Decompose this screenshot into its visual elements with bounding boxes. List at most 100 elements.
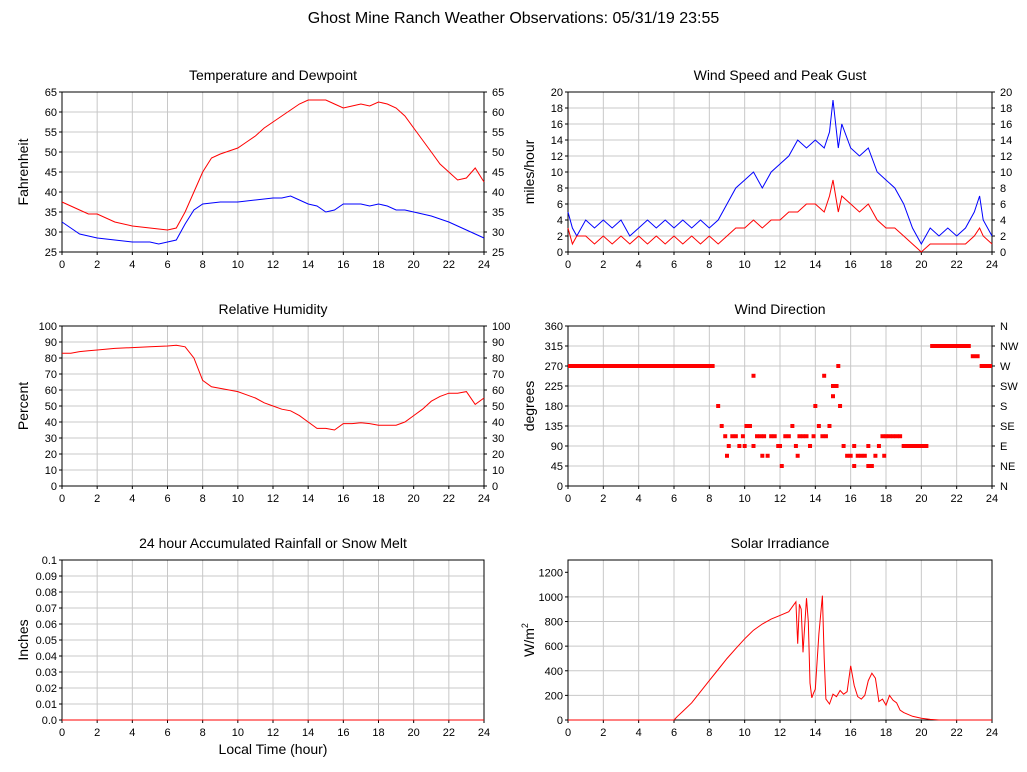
humidity-xtick-label: 10 (232, 493, 244, 505)
wind-direction-xtick-label: 14 (809, 493, 821, 505)
rainfall-xtick-label: 22 (443, 727, 455, 739)
temperature-rtick-label: 60 (492, 107, 504, 119)
solar-xtick-label: 10 (739, 727, 751, 739)
wind-speed-ytick-label: 2 (557, 231, 563, 243)
wind-speed-ytick-label: 16 (551, 119, 563, 131)
humidity-rtick-label: 0 (492, 481, 498, 493)
wind-direction-ytick-label: 360 (545, 321, 563, 333)
humidity-xtick-label: 20 (408, 493, 420, 505)
rainfall-xtick-label: 12 (267, 727, 279, 739)
wind-direction-point (866, 464, 871, 468)
rainfall-ytick-label: 0.04 (36, 651, 57, 663)
wind-direction-point (716, 404, 721, 408)
wind-direction-point (869, 464, 874, 468)
wind-speed-ytick-label: 8 (557, 183, 563, 195)
wind-speed-title: Wind Speed and Peak Gust (694, 67, 867, 83)
temperature-xtick-label: 10 (232, 259, 244, 271)
temperature-xtick-label: 0 (59, 259, 65, 271)
wind-direction-point (816, 424, 821, 428)
wind-direction-point (808, 444, 813, 448)
wind-direction-rtick-label: SE (1000, 421, 1015, 433)
wind-direction-point-run (568, 364, 715, 368)
humidity-rtick-label: 20 (492, 449, 504, 461)
wind-speed-xtick-label: 24 (986, 259, 998, 271)
wind-speed-xtick-label: 14 (809, 259, 821, 271)
wind-speed-rtick-label: 8 (1000, 183, 1006, 195)
wind-speed-xtick-label: 0 (565, 259, 571, 271)
rainfall-xtick-label: 10 (232, 727, 244, 739)
wind-speed-xtick-label: 16 (845, 259, 857, 271)
rainfall-xtick-label: 18 (372, 727, 384, 739)
humidity-ylabel: Percent (15, 382, 31, 430)
humidity-rtick-label: 90 (492, 337, 504, 349)
wind-speed-ytick-label: 12 (551, 151, 563, 163)
rainfall-ytick-label: 0.02 (36, 683, 57, 695)
humidity-xtick-label: 6 (164, 493, 170, 505)
temperature-rtick-label: 45 (492, 167, 504, 179)
wind-direction-point (737, 444, 742, 448)
humidity-rtick-label: 80 (492, 353, 504, 365)
wind-direction-point (765, 453, 770, 458)
rainfall-xtick-label: 16 (337, 727, 349, 739)
wind-speed-rtick-label: 16 (1000, 119, 1012, 131)
wind-speed-ytick-label: 6 (557, 199, 563, 211)
solar-xtick-label: 2 (600, 727, 606, 739)
rainfall-xlabel: Local Time (hour) (219, 741, 328, 757)
solar-xtick-label: 0 (565, 727, 571, 739)
wind-direction-point (876, 444, 881, 448)
wind-direction-point (755, 434, 760, 439)
wind-direction-point (742, 444, 747, 448)
humidity-ytick-label: 50 (45, 401, 57, 413)
wind-direction-point (831, 384, 835, 388)
temperature-rtick-label: 55 (492, 127, 504, 139)
humidity-xtick-label: 16 (337, 493, 349, 505)
temperature-ytick-label: 40 (45, 187, 57, 199)
temperature-series-0 (61, 99, 485, 231)
temperature-ytick-label: 65 (45, 87, 57, 99)
temperature-xtick-label: 12 (267, 259, 279, 271)
temperature-ytick-label: 45 (45, 167, 57, 179)
wind-speed-xtick-label: 22 (951, 259, 963, 271)
humidity-xtick-label: 24 (478, 493, 490, 505)
humidity-ytick-label: 40 (45, 417, 57, 429)
wind-direction-xtick-label: 8 (706, 493, 712, 505)
wind-direction-point (760, 453, 765, 458)
rainfall-title: 24 hour Accumulated Rainfall or Snow Mel… (139, 535, 407, 551)
wind-direction-ytick-label: 0 (557, 481, 563, 493)
wind-direction-xtick-label: 2 (600, 493, 606, 505)
wind-direction-rtick-label: W (1000, 361, 1011, 373)
rainfall-ytick-label: 0.03 (36, 667, 57, 679)
wind-direction-rtick-label: S (1000, 401, 1007, 413)
wind-direction-point (866, 444, 871, 448)
wind-direction-point (726, 444, 731, 448)
wind-direction-xtick-label: 20 (915, 493, 927, 505)
temperature-ytick-label: 60 (45, 107, 57, 119)
wind-direction-point (751, 373, 756, 378)
humidity-ytick-label: 90 (45, 337, 57, 349)
wind-speed-xtick-label: 6 (671, 259, 677, 271)
temperature-xtick-label: 24 (478, 259, 490, 271)
solar-xtick-label: 4 (636, 727, 642, 739)
wind-direction-point (898, 434, 903, 439)
humidity-xtick-label: 4 (129, 493, 135, 505)
temperature-rtick-label: 40 (492, 187, 504, 199)
wind-direction-point (859, 453, 864, 458)
temperature-series-1 (61, 195, 485, 245)
humidity-rtick-label: 60 (492, 385, 504, 397)
humidity-xtick-label: 12 (267, 493, 279, 505)
wind-direction-xtick-label: 10 (739, 493, 751, 505)
humidity-ytick-label: 30 (45, 433, 57, 445)
humidity-ytick-label: 10 (45, 465, 57, 477)
wind-direction-point (823, 434, 828, 439)
wind-direction-ytick-label: 90 (551, 441, 563, 453)
temperature-title: Temperature and Dewpoint (189, 67, 357, 83)
wind-speed-rtick-label: 6 (1000, 199, 1006, 211)
wind-direction-point (891, 434, 896, 439)
wind-direction-point (884, 434, 888, 439)
wind-direction-point (769, 434, 774, 439)
wind-direction-point (740, 434, 745, 439)
solar-ytick-label: 1200 (539, 567, 563, 579)
wind-speed-rtick-label: 14 (1000, 135, 1012, 147)
wind-direction-point (786, 434, 791, 439)
